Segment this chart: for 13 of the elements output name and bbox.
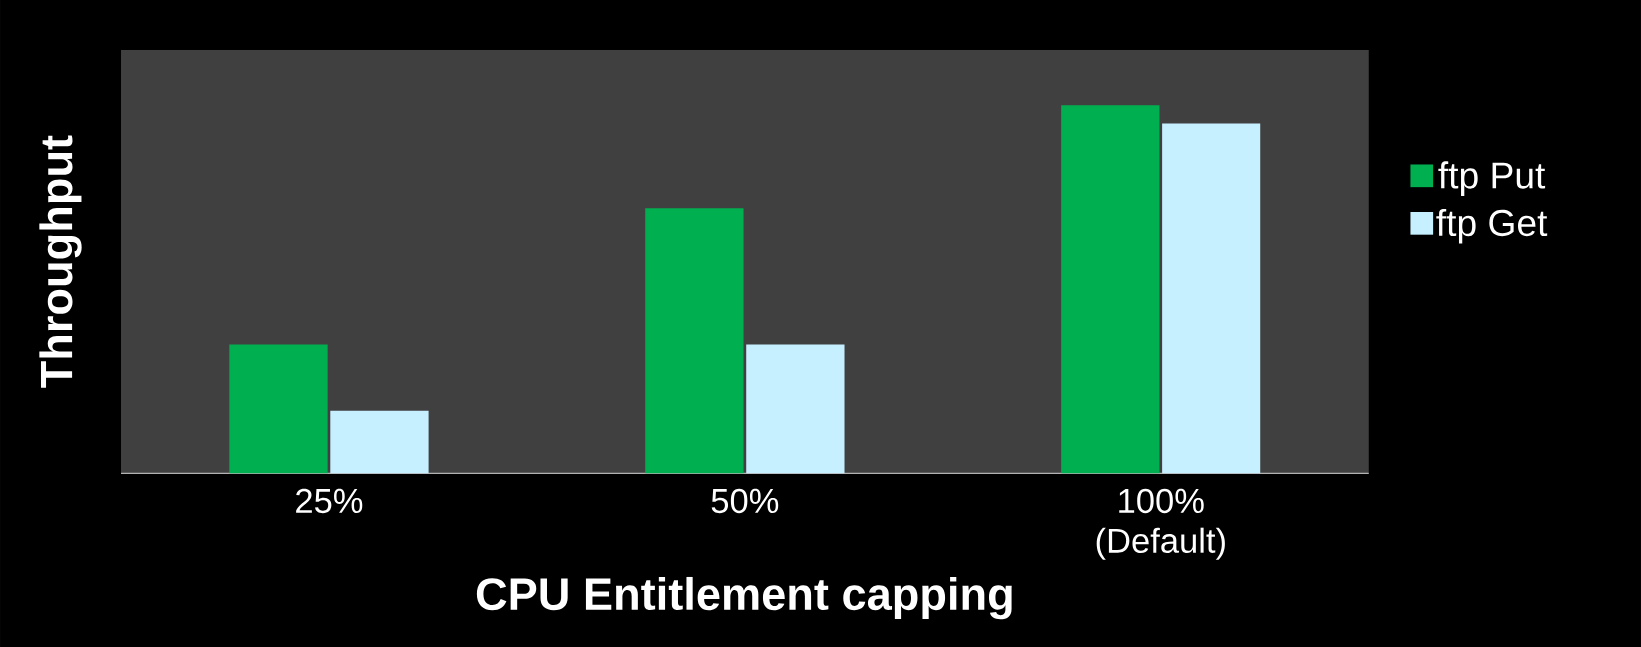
legend-label: ftp Get — [1436, 208, 1548, 244]
x-tick-label: 25% — [296, 488, 363, 514]
bar — [229, 344, 328, 474]
bar — [1061, 104, 1160, 474]
x-tick-label: 50% — [711, 488, 779, 514]
legend-label: ftp Put — [1438, 161, 1546, 196]
x-axis-title: CPU Entitlement capping — [476, 576, 1012, 620]
bar — [746, 344, 845, 474]
y-axis-title: Throughput — [39, 135, 82, 388]
x-tick-label: 100% (Default) — [1096, 488, 1225, 560]
bar — [330, 410, 429, 474]
bar — [1162, 123, 1261, 474]
bar — [645, 208, 744, 474]
